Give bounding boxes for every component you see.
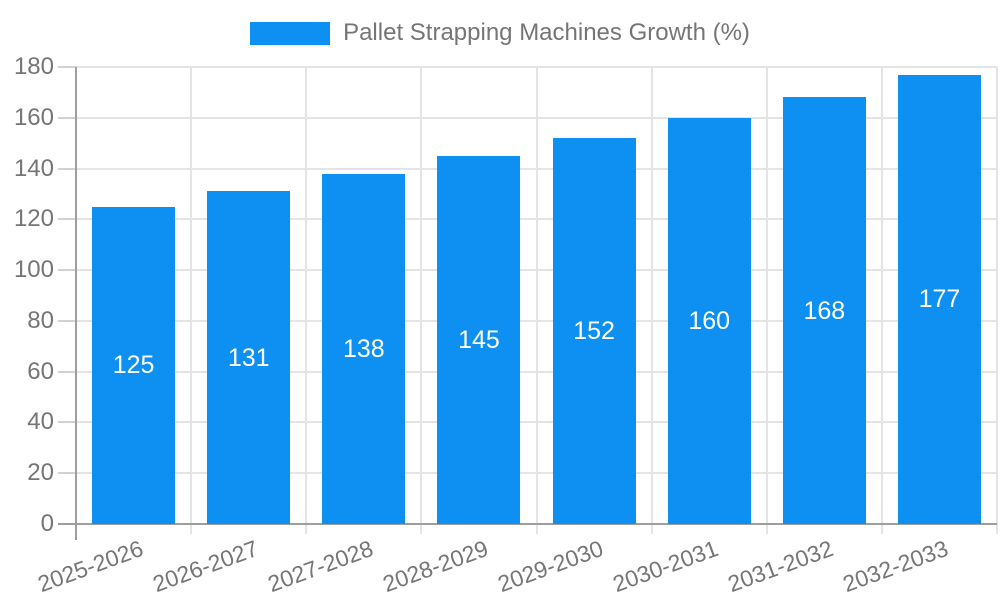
bar[interactable] [322, 173, 406, 524]
bar[interactable] [437, 155, 521, 524]
horizontal-gridline [76, 167, 997, 170]
bar[interactable] [552, 138, 636, 524]
bar-value-label: 138 [342, 334, 385, 363]
chart-legend[interactable]: Pallet Strapping Machines Growth (%) [0, 18, 1000, 48]
horizontal-gridline [76, 370, 997, 373]
horizontal-gridline [76, 472, 997, 475]
vertical-gridline [996, 67, 998, 534]
horizontal-gridline [76, 319, 997, 322]
y-axis-tick [58, 370, 76, 373]
y-axis-tick [58, 66, 76, 68]
x-axis-label: 2027-2028 [264, 535, 377, 598]
x-axis-label: 2025-2026 [33, 535, 147, 598]
bar-value-label: 125 [112, 351, 155, 380]
y-axis-label: 100 [13, 256, 54, 284]
bar-value-label: 177 [918, 285, 961, 314]
vertical-gridline [765, 67, 768, 534]
y-axis-label: 20 [27, 459, 54, 487]
y-axis-line [75, 67, 77, 540]
legend-swatch-icon [250, 21, 331, 45]
y-axis-tick [58, 218, 76, 221]
bar-value-label: 168 [803, 296, 846, 325]
horizontal-gridline [76, 66, 997, 68]
vertical-gridline [650, 67, 653, 534]
y-axis-label: 80 [27, 306, 54, 334]
y-axis-label: 180 [13, 53, 54, 80]
bar-value-label: 131 [227, 343, 270, 372]
y-axis-tick [58, 116, 76, 119]
x-axis-baseline [76, 523, 997, 525]
bar[interactable] [667, 117, 751, 524]
horizontal-gridline [76, 116, 997, 119]
y-axis-label: 160 [13, 103, 54, 131]
vertical-gridline [880, 67, 883, 534]
x-axis-label: 2029-2030 [494, 535, 607, 598]
horizontal-gridline [76, 218, 997, 221]
bar[interactable] [207, 191, 291, 524]
y-axis-tick [58, 319, 76, 322]
y-axis-label: 60 [27, 357, 54, 385]
y-axis-tick [58, 167, 76, 170]
bar-value-label: 160 [688, 306, 731, 335]
y-axis-tick [58, 269, 76, 272]
y-axis-label: 120 [13, 205, 54, 233]
horizontal-gridline [76, 269, 997, 272]
x-axis-label: 2026-2027 [148, 535, 262, 598]
bar[interactable] [92, 206, 176, 524]
x-axis-label: 2030-2031 [609, 535, 722, 598]
y-axis-label: 40 [27, 408, 54, 436]
y-axis-tick [58, 421, 76, 424]
vertical-gridline [535, 67, 538, 534]
bar[interactable] [782, 97, 866, 524]
y-axis-label: 0 [40, 510, 54, 537]
x-axis-label: 2031-2032 [724, 535, 837, 598]
legend-label: Pallet Strapping Machines Growth (%) [343, 19, 750, 46]
horizontal-gridline [76, 421, 997, 424]
vertical-gridline [190, 67, 193, 534]
bar-value-label: 145 [458, 325, 500, 354]
vertical-gridline [420, 67, 423, 534]
y-axis-label: 140 [13, 154, 54, 182]
bar-value-label: 152 [573, 317, 615, 346]
y-axis-tick [58, 472, 76, 475]
bar[interactable] [897, 74, 981, 524]
y-axis-tick [58, 523, 76, 525]
vertical-gridline [305, 67, 308, 534]
x-axis-label: 2032-2033 [839, 535, 952, 598]
x-axis-label: 2028-2029 [379, 535, 492, 598]
